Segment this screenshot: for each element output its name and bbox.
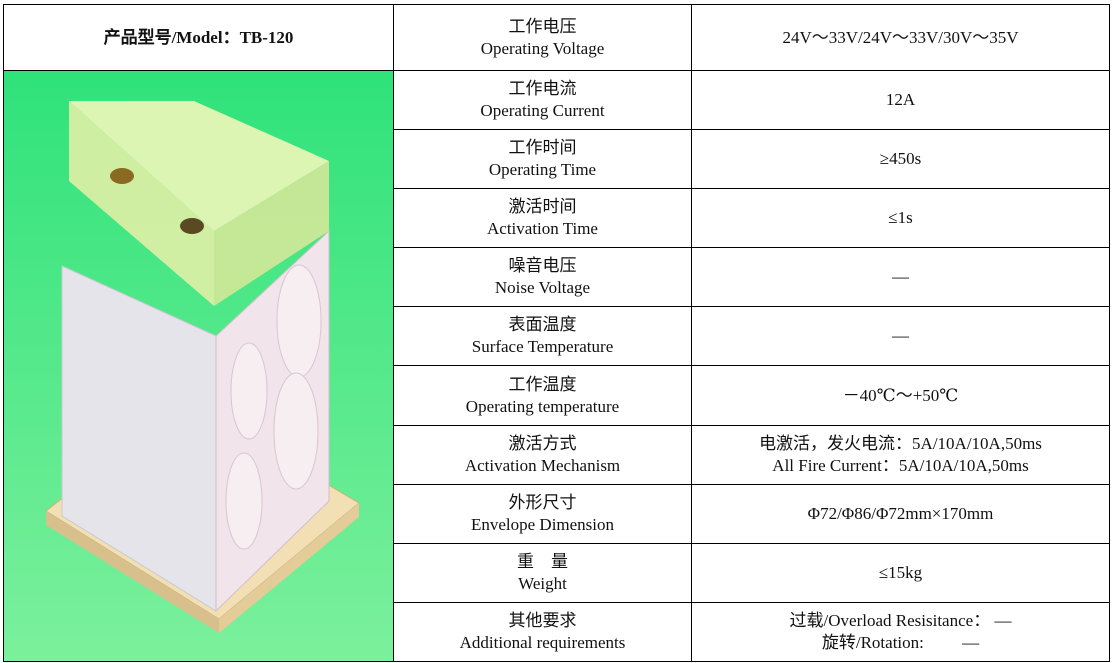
name-cn: 激活时间 bbox=[508, 197, 577, 217]
name-en: Activation Time bbox=[487, 219, 598, 239]
name-cn: 其他要求 bbox=[508, 610, 577, 630]
parameter-name: 激活方式 Activation Mechanism bbox=[393, 424, 692, 485]
value-line: — bbox=[892, 326, 909, 346]
parameter-value: — bbox=[691, 247, 1110, 308]
parameter-value: Φ72/Φ86/Φ72mm×170mm bbox=[691, 483, 1110, 544]
cap-top bbox=[69, 101, 329, 231]
image-cell bbox=[3, 70, 394, 662]
header-row: 产品型号/Model：TB-120 工作电压 Operating Voltage 24… bbox=[3, 4, 1110, 71]
parameter-value: 24V～33V/24V～33V/30V～35V bbox=[691, 4, 1110, 71]
name-en: Noise Voltage bbox=[494, 278, 591, 298]
parameter-name: 工作温度 Operating temperature bbox=[393, 365, 692, 426]
terminal bbox=[110, 168, 134, 184]
spec-row: 其他要求 Additional requirements 过载/Overload R… bbox=[4, 601, 1110, 663]
cap-side bbox=[214, 161, 329, 306]
value-line: 电激活，发火电流：5A/10A/10A,50ms bbox=[759, 433, 1042, 453]
value-line: — bbox=[892, 267, 909, 287]
value-line: 旋转/Rotation: — bbox=[821, 632, 980, 652]
spec-row: 工作时间 Operating Time ≥450s bbox=[4, 129, 1110, 190]
spec-table: 产品型号/Model：TB-120 工作电压 Operating Voltage 24… bbox=[3, 4, 1110, 663]
name-cn: 工作电压 bbox=[508, 16, 577, 36]
name-cn: 重 量 bbox=[517, 551, 568, 571]
port bbox=[225, 452, 263, 550]
value-line: ≥450s bbox=[879, 149, 922, 169]
value-line: 过载/Overload Resisitance： — bbox=[789, 610, 1012, 630]
parameter-name: 工作电流 Operating Current bbox=[393, 69, 692, 131]
name-cn: 工作时间 bbox=[508, 138, 577, 158]
parameter-value: 12A bbox=[691, 69, 1110, 131]
port bbox=[276, 264, 322, 378]
parameter-name: 表面温度 Surface Temperature bbox=[393, 306, 692, 367]
name-cn: 表面温度 bbox=[508, 315, 577, 335]
parameter-name: 其他要求 Additional requirements bbox=[393, 601, 692, 663]
parameter-value: ≤1s bbox=[691, 188, 1110, 249]
parameter-value: 过载/Overload Resisitance： — 旋转/Rotation: — bbox=[691, 601, 1110, 663]
base-edge bbox=[219, 503, 359, 633]
spec-row: 噪音电压 Noise Voltage — bbox=[4, 247, 1110, 308]
value-line: ≤15kg bbox=[878, 562, 923, 582]
value-line: Φ72/Φ86/Φ72mm×170mm bbox=[807, 503, 994, 523]
name-en: Weight bbox=[518, 573, 567, 593]
parameter-value: 电激活，发火电流：5A/10A/10A,50ms All Fire Current… bbox=[691, 424, 1110, 485]
name-en: Envelope Dimension bbox=[470, 514, 615, 534]
name-en: Operating Voltage bbox=[480, 38, 605, 58]
parameter-name: 工作电压 Operating Voltage bbox=[393, 4, 692, 71]
spec-row: 重 量 Weight ≤15kg bbox=[4, 542, 1110, 603]
spec-row: 外形尺寸 Envelope Dimension Φ72/Φ86/Φ72mm×170m… bbox=[4, 483, 1110, 544]
value-line: All Fire Current：5A/10A/10A,50ms bbox=[772, 455, 1029, 475]
parameter-name: 重 量 Weight bbox=[393, 542, 692, 603]
value-line: 24V～33V/24V～33V/30V～35V bbox=[782, 27, 1019, 47]
spec-row: 激活方式 Activation Mechanism 电激活，发火电流：5A/10A/… bbox=[4, 424, 1110, 485]
spec-row: 表面温度 Surface Temperature — bbox=[4, 306, 1110, 367]
port bbox=[230, 342, 268, 440]
name-en: Operating Current bbox=[480, 101, 605, 121]
name-en: Additional requirements bbox=[459, 632, 626, 652]
name-en: Operating Time bbox=[488, 160, 597, 180]
parameter-name: 工作时间 Operating Time bbox=[393, 129, 692, 190]
parameter-value: — bbox=[691, 306, 1110, 367]
value-line: ≤1s bbox=[888, 208, 913, 228]
parameter-name: 激活时间 Activation Time bbox=[393, 188, 692, 249]
spec-row: 工作电流 Operating Current 12A bbox=[3, 69, 1110, 662]
name-en: Activation Mechanism bbox=[464, 455, 621, 475]
name-en: Operating temperature bbox=[465, 396, 620, 416]
parameter-value: －40℃～+50℃ bbox=[691, 365, 1110, 426]
model: 产品型号/Model：TB-120 bbox=[3, 4, 394, 71]
parameter-value: ≤15kg bbox=[691, 542, 1110, 603]
port bbox=[273, 372, 319, 490]
base-edge bbox=[46, 511, 219, 633]
value-line: －40℃～+50℃ bbox=[842, 385, 959, 405]
parameter-name: 外形尺寸 Envelope Dimension bbox=[393, 483, 692, 544]
parameter-name: 噪音电压 Noise Voltage bbox=[393, 247, 692, 308]
name-cn: 外形尺寸 bbox=[508, 492, 577, 512]
name-cn: 噪音电压 bbox=[508, 256, 577, 276]
name-en: Surface Temperature bbox=[471, 337, 614, 357]
name-cn: 工作温度 bbox=[508, 374, 577, 394]
name-cn: 激活方式 bbox=[508, 433, 577, 453]
spec-row: 工作温度 Operating temperature －40℃～+50℃ bbox=[4, 365, 1110, 426]
value-line: 12A bbox=[885, 90, 916, 110]
name-cn: 工作电流 bbox=[508, 79, 577, 99]
cap-front bbox=[69, 101, 214, 306]
terminal bbox=[180, 218, 204, 234]
product-image bbox=[4, 71, 393, 661]
parameter-value: ≥450s bbox=[691, 129, 1110, 190]
